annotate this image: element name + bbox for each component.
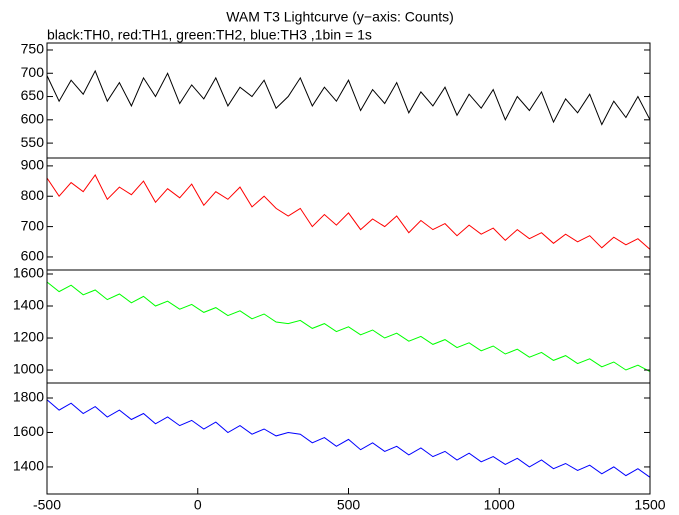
panel-frame (46, 42, 651, 159)
x-tick-label: 500 (337, 497, 361, 513)
series-line (46, 69, 651, 126)
y-tick-label: 900 (21, 157, 45, 173)
chart-title: WAM T3 Lightcurve (y−axis: Counts) (226, 9, 454, 25)
x-tick-label: 0 (194, 497, 202, 513)
y-tick-label: 1800 (13, 389, 44, 405)
y-tick-label: 1400 (13, 458, 44, 474)
y-tick-label: 1400 (13, 297, 44, 313)
y-tick-label: 700 (21, 217, 45, 233)
y-tick-label: 700 (21, 64, 45, 80)
panel-frame (46, 382, 651, 495)
y-tick-label: 600 (21, 248, 45, 264)
y-tick-label: 1000 (13, 361, 44, 377)
y-tick-label: 750 (21, 41, 45, 57)
series-line (46, 281, 651, 373)
y-tick-label: 1600 (13, 423, 44, 439)
chart-subtitle: black:TH0, red:TH1, green:TH2, blue:TH3 … (47, 27, 372, 43)
panel-frame (46, 157, 651, 271)
series-line (46, 174, 651, 250)
series-line (46, 399, 651, 478)
y-tick-label: 550 (21, 134, 45, 150)
y-tick-label: 1200 (13, 329, 44, 345)
y-tick-label: 800 (21, 187, 45, 203)
y-tick-label: 650 (21, 87, 45, 103)
y-tick-label: 1600 (13, 265, 44, 281)
x-tick-label: 1500 (634, 497, 665, 513)
y-tick-label: 600 (21, 111, 45, 127)
x-tick-label: -500 (33, 497, 61, 513)
x-tick-label: 1000 (484, 497, 515, 513)
